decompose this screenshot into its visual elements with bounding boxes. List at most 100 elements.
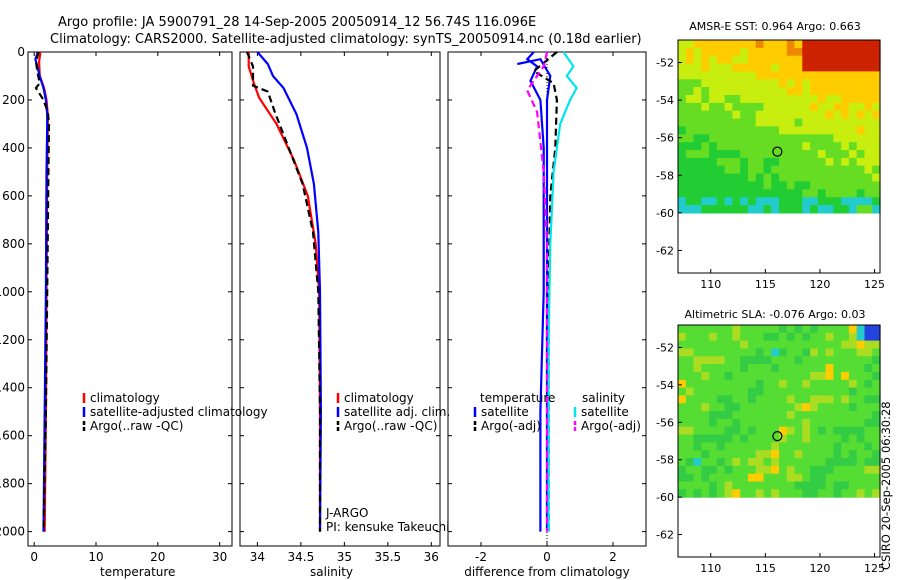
sst_map-ytick-label: -54 bbox=[656, 94, 674, 107]
sla_map-cell bbox=[817, 395, 827, 404]
sla_map-cell bbox=[771, 340, 780, 349]
sst_map-cell bbox=[864, 126, 873, 135]
sla_map-cell bbox=[864, 379, 873, 389]
sst_map-cell bbox=[755, 189, 765, 198]
sla_map-cell bbox=[841, 426, 850, 436]
sst_map-cell bbox=[701, 181, 710, 190]
sst_map-cell bbox=[755, 95, 765, 104]
sst_map-cell bbox=[833, 173, 842, 183]
legend-label: Argo(..raw -QC) bbox=[344, 419, 437, 433]
sla_map-cell bbox=[701, 458, 710, 467]
sla_map-cell bbox=[825, 387, 834, 396]
sst_map-cell bbox=[841, 165, 850, 175]
sla_map-cell bbox=[693, 364, 702, 373]
sst_map-cell bbox=[747, 150, 757, 159]
sla_map-cell bbox=[779, 332, 788, 342]
sla_map-cell bbox=[732, 403, 741, 412]
sst_map-cell bbox=[817, 110, 827, 120]
sla_map-cell bbox=[825, 379, 834, 389]
sla_map-cell bbox=[841, 356, 850, 365]
sst_map-cell bbox=[825, 134, 834, 143]
sst_map-cell bbox=[833, 189, 842, 198]
sst_map-cell bbox=[678, 165, 687, 175]
sla_map-cell bbox=[810, 387, 819, 396]
sla_map-cell bbox=[724, 481, 733, 490]
sla_map-cell bbox=[802, 418, 811, 428]
sla_map-cell bbox=[841, 489, 850, 498]
sla_map-cell bbox=[724, 403, 733, 412]
sst_map-cell bbox=[763, 63, 772, 73]
sst_map-ytick-label: -52 bbox=[656, 57, 674, 70]
sst_map-cell bbox=[716, 47, 726, 57]
sst_map-cell bbox=[685, 55, 695, 65]
sst_map-cell bbox=[732, 157, 741, 167]
sla_map-cell bbox=[864, 387, 873, 396]
figure-title-line2: Climatology: CARS2000. Satellite-adjuste… bbox=[50, 32, 642, 47]
sla_map-cell bbox=[709, 489, 718, 498]
sst_map-cell bbox=[786, 157, 796, 167]
sst_map-cell bbox=[817, 47, 827, 57]
sst_map-cell bbox=[693, 126, 702, 135]
sla_map-cell bbox=[856, 489, 866, 498]
temperature-ytick-label: 1000 bbox=[0, 285, 25, 299]
sla_map-cell bbox=[802, 332, 811, 342]
sst_map-cell bbox=[755, 142, 765, 151]
sla_map-cell bbox=[864, 348, 873, 357]
sla_map-cell bbox=[802, 325, 811, 334]
sla_map-cell bbox=[786, 481, 796, 490]
sst_map-cell bbox=[786, 181, 796, 190]
sst_map-cell bbox=[747, 95, 757, 104]
sst_map-cell bbox=[724, 157, 733, 167]
sst_map-cell bbox=[685, 126, 695, 135]
sst_map-cell bbox=[701, 165, 710, 175]
sla_map-cell bbox=[802, 442, 811, 451]
sla_map-cell bbox=[771, 403, 780, 412]
sst_map-cell bbox=[685, 79, 695, 88]
sla_map-cell bbox=[802, 348, 811, 357]
sla_map-cell bbox=[872, 473, 881, 483]
sla_map-cell bbox=[779, 481, 788, 490]
sst_map-cell bbox=[810, 95, 819, 104]
sst_map-cell bbox=[678, 110, 687, 120]
sla_map-cell bbox=[701, 426, 710, 436]
sst_map-cell bbox=[716, 157, 726, 167]
sst_map-cell bbox=[810, 134, 819, 143]
sla_map-cell bbox=[701, 395, 710, 404]
sst_map-cell bbox=[685, 205, 695, 214]
sst_map-cell bbox=[810, 173, 819, 183]
sst_map-cell bbox=[716, 102, 726, 112]
sst_map-cell bbox=[841, 40, 850, 49]
sla_map-cell bbox=[771, 411, 780, 420]
sst_map-cell bbox=[701, 205, 710, 214]
sla_map-cell bbox=[771, 465, 780, 475]
sst_map-cell bbox=[802, 118, 811, 128]
sla_map-cell bbox=[825, 473, 834, 483]
sst_map-cell bbox=[763, 142, 772, 151]
sla_map-cell bbox=[685, 348, 695, 357]
sla_map-cell bbox=[833, 481, 842, 490]
sla_map-cell bbox=[716, 356, 726, 365]
temperature-ytick-label: 600 bbox=[2, 189, 25, 203]
sla_map-cell bbox=[817, 325, 827, 334]
sst_map-cell bbox=[755, 134, 765, 143]
sst_map-cell bbox=[825, 47, 834, 57]
sla_map-cell bbox=[724, 442, 733, 451]
sst_map-cell bbox=[724, 47, 733, 57]
sla_map-cell bbox=[755, 489, 765, 498]
sla_map-cell bbox=[740, 411, 749, 420]
sst_map-cell bbox=[833, 181, 842, 190]
sla_map-cell bbox=[802, 426, 811, 436]
sst_map-cell bbox=[693, 79, 702, 88]
sla_map-cell bbox=[724, 332, 733, 342]
sst_map-cell bbox=[732, 47, 741, 57]
sla_map-ytick-label: -52 bbox=[656, 341, 674, 354]
sst_map-cell bbox=[864, 79, 873, 88]
sst_map-cell bbox=[701, 47, 710, 57]
sst_map-cell bbox=[709, 40, 718, 49]
sla_map-cell bbox=[786, 340, 796, 349]
difference-xtick-label: 0 bbox=[543, 550, 551, 564]
temperature-ytick-label: 1800 bbox=[0, 477, 25, 491]
sla_map-cell bbox=[763, 426, 772, 436]
sst_map-cell bbox=[685, 197, 695, 206]
sst_map-cell bbox=[747, 118, 757, 128]
